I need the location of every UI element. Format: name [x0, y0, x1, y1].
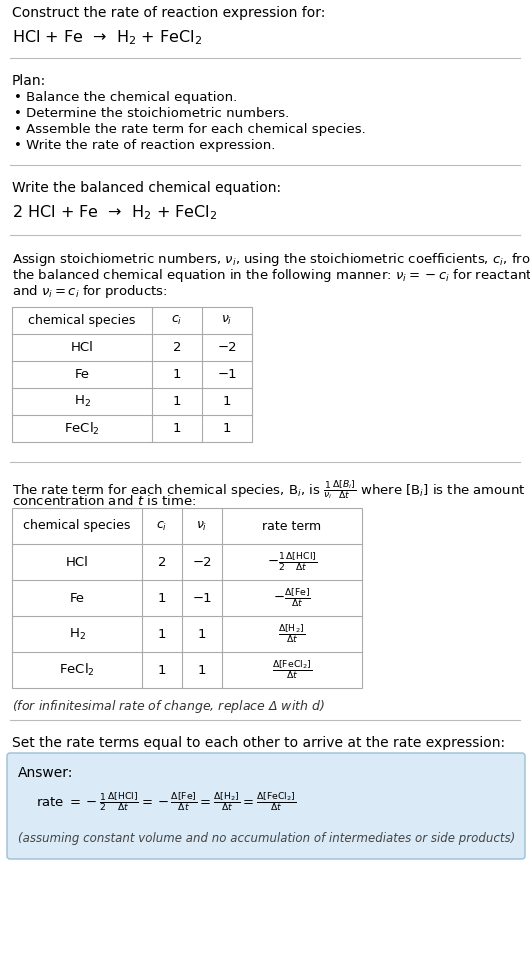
Text: • Determine the stoichiometric numbers.: • Determine the stoichiometric numbers. — [14, 107, 289, 120]
Text: 1: 1 — [158, 628, 166, 640]
Text: (for infinitesimal rate of change, replace Δ with $d$): (for infinitesimal rate of change, repla… — [12, 698, 325, 715]
Text: • Balance the chemical equation.: • Balance the chemical equation. — [14, 91, 237, 104]
Text: FeCl$_2$: FeCl$_2$ — [59, 662, 95, 678]
Text: HCl + Fe  →  H$_2$ + FeCl$_2$: HCl + Fe → H$_2$ + FeCl$_2$ — [12, 28, 202, 47]
Text: −1: −1 — [217, 368, 237, 381]
Text: −2: −2 — [192, 555, 212, 568]
Text: rate $= -\frac{1}{2}\frac{\Delta[\mathrm{HCl}]}{\Delta t} = -\frac{\Delta[\mathr: rate $= -\frac{1}{2}\frac{\Delta[\mathrm… — [36, 790, 297, 813]
Text: 1: 1 — [198, 628, 206, 640]
Text: Construct the rate of reaction expression for:: Construct the rate of reaction expressio… — [12, 6, 325, 20]
Text: • Write the rate of reaction expression.: • Write the rate of reaction expression. — [14, 139, 276, 152]
Text: H$_2$: H$_2$ — [68, 627, 85, 641]
Text: $\frac{\Delta[\mathrm{H_2}]}{\Delta t}$: $\frac{\Delta[\mathrm{H_2}]}{\Delta t}$ — [278, 623, 305, 645]
Text: and $\nu_i = c_i$ for products:: and $\nu_i = c_i$ for products: — [12, 283, 167, 300]
Text: 1: 1 — [223, 422, 231, 435]
Text: HCl: HCl — [66, 555, 89, 568]
Text: 1: 1 — [158, 664, 166, 676]
Text: FeCl$_2$: FeCl$_2$ — [64, 421, 100, 436]
Text: (assuming constant volume and no accumulation of intermediates or side products): (assuming constant volume and no accumul… — [18, 832, 515, 845]
Text: the balanced chemical equation in the following manner: $\nu_i = -c_i$ for react: the balanced chemical equation in the fo… — [12, 267, 530, 284]
Text: $\frac{\Delta[\mathrm{FeCl_2}]}{\Delta t}$: $\frac{\Delta[\mathrm{FeCl_2}]}{\Delta t… — [272, 659, 312, 681]
Text: $\nu_i$: $\nu_i$ — [196, 519, 208, 533]
Text: $-\frac{\Delta[\mathrm{Fe}]}{\Delta t}$: $-\frac{\Delta[\mathrm{Fe}]}{\Delta t}$ — [273, 587, 311, 609]
Text: −1: −1 — [192, 591, 212, 604]
Text: Set the rate terms equal to each other to arrive at the rate expression:: Set the rate terms equal to each other t… — [12, 736, 505, 750]
Text: 1: 1 — [223, 395, 231, 408]
Text: rate term: rate term — [262, 519, 322, 533]
Bar — [12, 307, 252, 442]
Text: 1: 1 — [173, 368, 181, 381]
FancyBboxPatch shape — [7, 753, 525, 859]
Text: 2 HCl + Fe  →  H$_2$ + FeCl$_2$: 2 HCl + Fe → H$_2$ + FeCl$_2$ — [12, 203, 217, 222]
Bar — [12, 508, 362, 688]
Text: chemical species: chemical species — [28, 314, 136, 327]
Text: Fe: Fe — [69, 591, 84, 604]
Text: −2: −2 — [217, 341, 237, 354]
Text: concentration and $t$ is time:: concentration and $t$ is time: — [12, 494, 196, 508]
Text: 2: 2 — [158, 555, 166, 568]
Text: The rate term for each chemical species, B$_i$, is $\frac{1}{\nu_i}\frac{\Delta[: The rate term for each chemical species,… — [12, 478, 526, 501]
Text: Assign stoichiometric numbers, $\nu_i$, using the stoichiometric coefficients, $: Assign stoichiometric numbers, $\nu_i$, … — [12, 251, 530, 268]
Text: 2: 2 — [173, 341, 181, 354]
Text: 1: 1 — [173, 395, 181, 408]
Text: • Assemble the rate term for each chemical species.: • Assemble the rate term for each chemic… — [14, 123, 366, 136]
Text: Plan:: Plan: — [12, 74, 46, 88]
Text: $\nu_i$: $\nu_i$ — [222, 314, 233, 327]
Text: Answer:: Answer: — [18, 766, 73, 780]
Text: $c_i$: $c_i$ — [156, 519, 167, 533]
Text: $c_i$: $c_i$ — [171, 314, 183, 327]
Text: chemical species: chemical species — [23, 519, 131, 533]
Text: 1: 1 — [173, 422, 181, 435]
Text: $-\frac{1}{2}\frac{\Delta[\mathrm{HCl}]}{\Delta t}$: $-\frac{1}{2}\frac{\Delta[\mathrm{HCl}]}… — [267, 550, 317, 573]
Text: Fe: Fe — [75, 368, 90, 381]
Text: 1: 1 — [158, 591, 166, 604]
Text: 1: 1 — [198, 664, 206, 676]
Text: HCl: HCl — [70, 341, 93, 354]
Text: H$_2$: H$_2$ — [74, 394, 91, 409]
Text: Write the balanced chemical equation:: Write the balanced chemical equation: — [12, 181, 281, 195]
